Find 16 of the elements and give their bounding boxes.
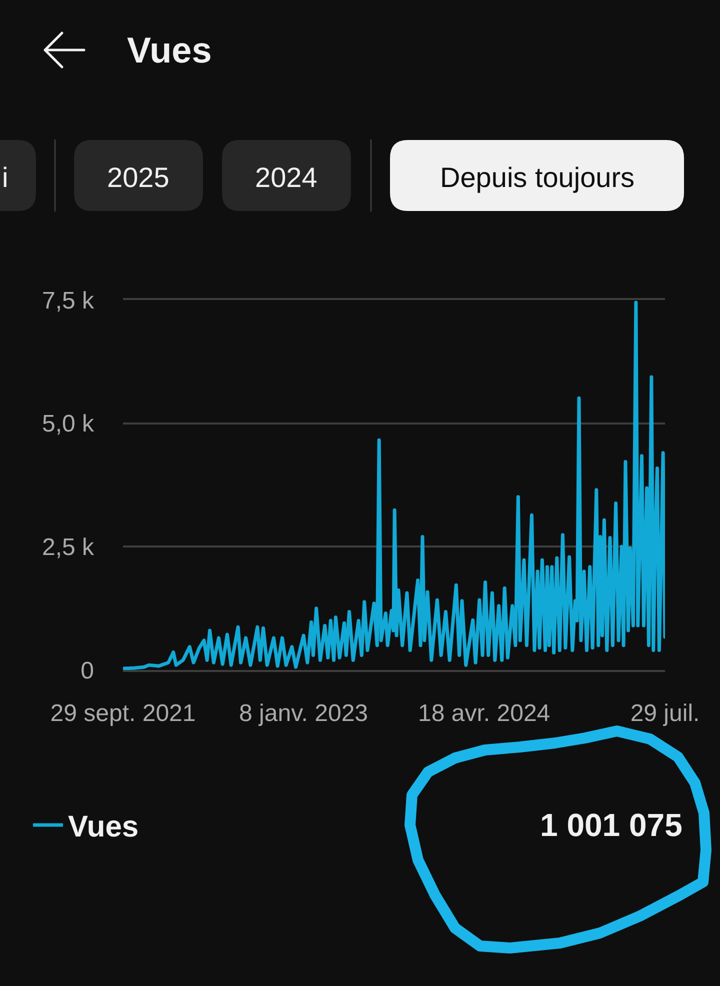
text: 1 001 075 bbox=[540, 807, 682, 843]
x-tick-label: 29 sept. 2021 bbox=[50, 700, 196, 727]
x-tick-label: 8 janv. 2023 bbox=[239, 700, 368, 727]
y-tick-label: 7,5 k bbox=[42, 287, 95, 314]
legend-label: Vues bbox=[68, 810, 139, 844]
text: 2024 bbox=[255, 162, 318, 193]
chart-title: Vues bbox=[127, 30, 212, 71]
line-series bbox=[123, 300, 665, 670]
text: i bbox=[2, 162, 8, 193]
y-tick-label: 2,5 k bbox=[42, 534, 95, 562]
y-tick-label: 5,0 k bbox=[42, 410, 95, 438]
text: Depuis toujours bbox=[440, 162, 635, 193]
x-tick-label: 18 avr. 2024 bbox=[418, 700, 550, 727]
y-tick-label: 0 bbox=[80, 657, 94, 684]
x-tick-label: 29 juil. bbox=[630, 700, 700, 727]
text: 2025 bbox=[107, 162, 170, 193]
